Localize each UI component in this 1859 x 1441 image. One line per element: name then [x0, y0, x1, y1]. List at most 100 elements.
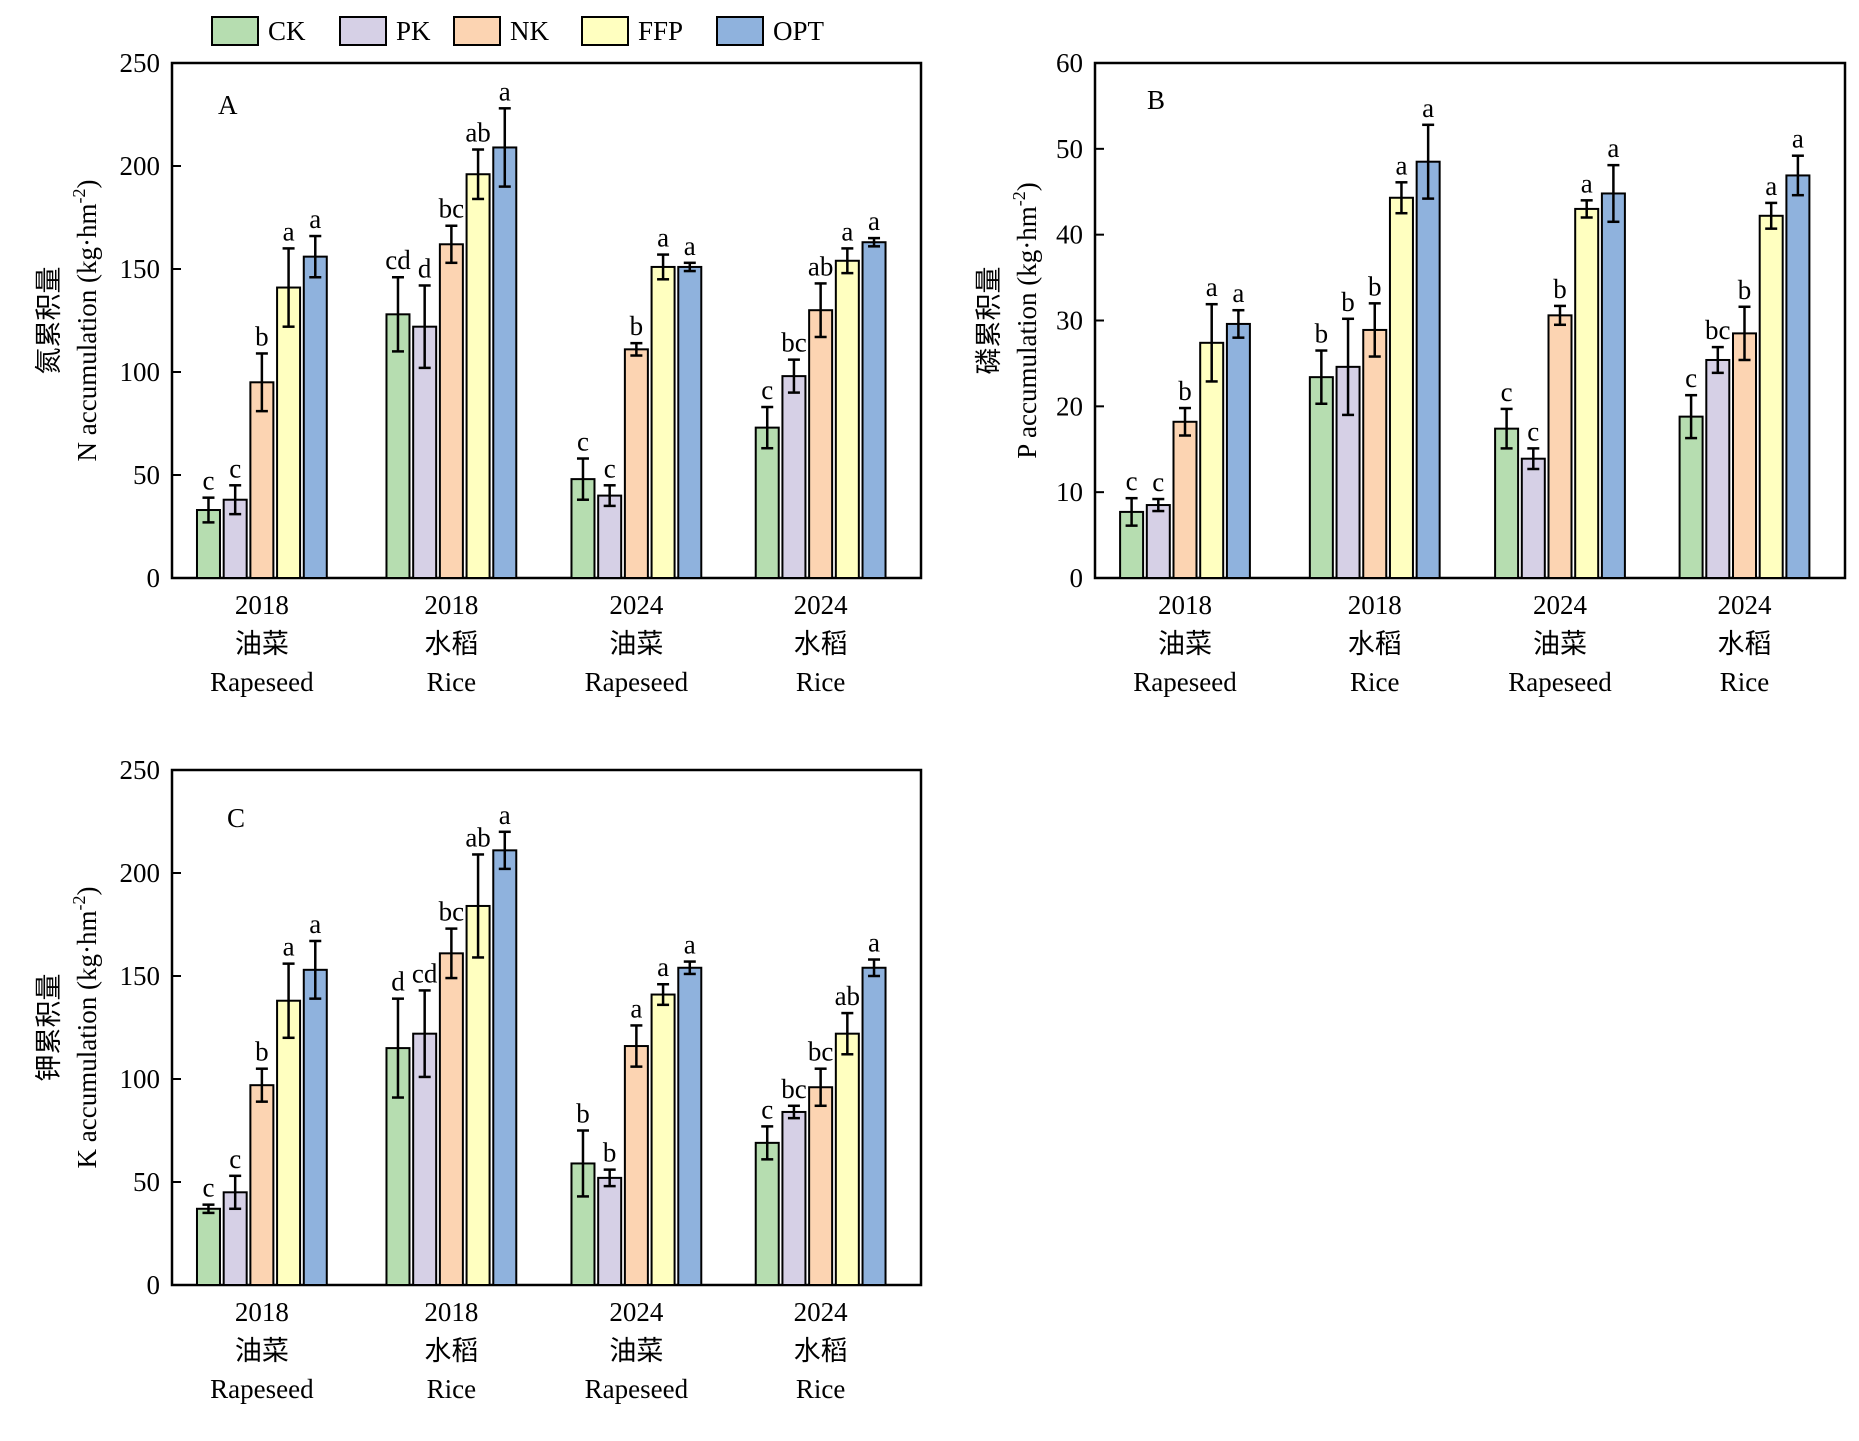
- y-tick-label: 50: [133, 460, 160, 490]
- bar-ck: [1678, 415, 1704, 579]
- significance-letter: b: [255, 321, 269, 351]
- x-tick-label-year: 2024: [609, 1297, 664, 1327]
- y-tick-label: 50: [1056, 134, 1083, 164]
- y-tick-label: 10: [1056, 477, 1083, 507]
- significance-letter: c: [1126, 466, 1138, 496]
- significance-letter: a: [283, 932, 295, 962]
- significance-letter: c: [229, 453, 241, 483]
- y-axis-title-en: N accumulation (kg·hm: [72, 204, 102, 462]
- significance-letter: c: [202, 1173, 214, 1203]
- panel-label: B: [1147, 85, 1165, 115]
- bar-ffp: [650, 993, 676, 1286]
- x-tick-label-crop-en: Rapeseed: [585, 1374, 689, 1404]
- significance-letter: b: [255, 1037, 269, 1067]
- significance-letter: a: [841, 216, 853, 246]
- panel-b-phosphorus-accumulation: 0 10 20 30 40 50 60 B 磷累积量 P accumulation (kg·hm-…: [974, 48, 1847, 697]
- x-tick-label-crop-en: Rapeseed: [1508, 667, 1612, 697]
- significance-letter: a: [868, 928, 880, 958]
- x-tick-label-crop-cn: 油菜: [609, 629, 663, 659]
- bar-opt: [861, 966, 887, 1286]
- bar-opt: [1600, 192, 1626, 579]
- significance-letter: c: [202, 466, 214, 496]
- x-tick-label-crop-cn: 水稻: [1348, 629, 1402, 659]
- significance-letter: b: [1178, 376, 1192, 406]
- bar-ffp: [834, 1032, 860, 1287]
- significance-letter: b: [603, 1138, 617, 1168]
- bar-nk: [808, 309, 834, 579]
- significance-letter: cd: [385, 245, 411, 275]
- y-tick-label: 40: [1056, 220, 1083, 250]
- significance-letter: a: [1232, 278, 1244, 308]
- bar-opt: [1785, 174, 1811, 579]
- bar-opt: [677, 966, 703, 1286]
- significance-letter: a: [684, 231, 696, 261]
- y-tick-label: 200: [120, 858, 161, 888]
- y-tick-label: 0: [147, 1270, 161, 1300]
- significance-letter: c: [1527, 416, 1539, 446]
- bar-nk: [249, 1084, 275, 1287]
- x-tick-label-crop-en: Rapeseed: [210, 1374, 314, 1404]
- significance-letter: a: [499, 76, 511, 106]
- x-tick-label-crop-en: Rice: [427, 1374, 476, 1404]
- y-axis-title: 钾累积量 K accumulation (kg·hm-2): [34, 887, 102, 1169]
- panel-a-nitrogen-accumulation: 0 50 100 150 200 250 A 氮累积量 N accumulation (kg·h…: [34, 48, 923, 697]
- bar-ffp: [1388, 196, 1414, 579]
- x-tick-label-crop-en: Rice: [796, 1374, 845, 1404]
- x-tick-label-year: 2018: [235, 1297, 289, 1327]
- legend-label-ck: CK: [268, 16, 306, 46]
- y-tick-label: 50: [133, 1167, 160, 1197]
- panel-c-potassium-accumulation: 0 50 100 150 200 250 C 钾累积量 K accumulation (kg·h…: [34, 755, 923, 1404]
- bar-opt: [1415, 160, 1441, 579]
- significance-letter: c: [1501, 377, 1513, 407]
- x-tick-label-crop-cn: 水稻: [794, 629, 848, 659]
- bar-nk: [808, 1086, 834, 1286]
- significance-letter: a: [684, 930, 696, 960]
- x-tick-label-crop-cn: 油菜: [235, 1336, 289, 1366]
- x-tick-label-year: 2024: [1718, 590, 1773, 620]
- y-tick-label: 100: [120, 357, 161, 387]
- significance-letter: d: [391, 967, 405, 997]
- bar-ffp: [276, 999, 302, 1286]
- y-axis-title-en: K accumulation (kg·hm: [72, 911, 102, 1169]
- bar-ck: [754, 1141, 780, 1286]
- y-axis-title: 氮累积量 N accumulation (kg·hm-2): [34, 180, 102, 462]
- y-axis-title-en: P accumulation (kg·hm: [1012, 206, 1042, 458]
- y-axis-title-close: ): [72, 180, 102, 189]
- significance-letter: c: [1685, 363, 1697, 393]
- significance-letter: bc: [1705, 315, 1731, 345]
- x-tick-label-crop-cn: 油菜: [235, 629, 289, 659]
- significance-letter: a: [499, 800, 511, 830]
- x-tick-label-year: 2024: [609, 590, 664, 620]
- significance-letter: a: [630, 993, 642, 1023]
- bar-nk: [623, 348, 649, 579]
- bar-pk: [597, 494, 623, 580]
- bar-ck: [1308, 376, 1334, 579]
- significance-letter: c: [604, 453, 616, 483]
- y-tick-label: 0: [1070, 563, 1084, 593]
- legend-swatch-ffp: [581, 16, 629, 46]
- x-tick-label-crop-en: Rice: [427, 667, 476, 697]
- x-tick-label-year: 2024: [794, 590, 849, 620]
- significance-letter: a: [283, 216, 295, 246]
- significance-letter: b: [1368, 271, 1382, 301]
- y-tick-label: 150: [120, 961, 161, 991]
- y-tick-label: 150: [120, 254, 161, 284]
- bar-nk: [1172, 420, 1198, 579]
- plot-frame: [170, 768, 923, 1287]
- significance-letter: a: [657, 223, 669, 253]
- bar-ffp: [276, 286, 302, 579]
- significance-letter: bc: [781, 328, 807, 358]
- significance-letter: a: [309, 909, 321, 939]
- bar-pk: [1145, 504, 1171, 579]
- y-tick-label: 250: [120, 48, 161, 78]
- significance-letter: a: [1765, 171, 1777, 201]
- significance-letter: a: [1581, 168, 1593, 198]
- significance-letter: ab: [465, 118, 490, 148]
- bar-opt: [302, 968, 328, 1286]
- bar-nk: [1362, 328, 1388, 580]
- significance-letter: a: [1395, 150, 1407, 180]
- significance-letter: c: [229, 1144, 241, 1174]
- significance-letter: c: [761, 375, 773, 405]
- significance-letter: a: [868, 206, 880, 236]
